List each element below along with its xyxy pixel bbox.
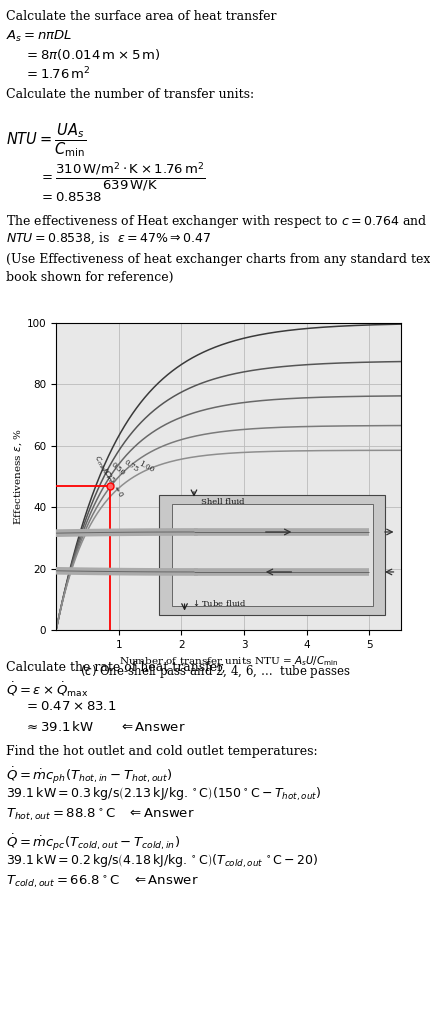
Text: $= \dfrac{310\,\mathrm{W/m^2 \cdot K}\times 1.76\,\mathrm{m}^2}{639\,\mathrm{W/K: $= \dfrac{310\,\mathrm{W/m^2 \cdot K}\ti…	[39, 160, 205, 193]
Text: $NTU = \dfrac{UA_s}{C_{\min}}$: $NTU = \dfrac{UA_s}{C_{\min}}$	[6, 121, 87, 159]
Text: $NTU = 0.8538$, is  $\varepsilon = 47\%\Rightarrow 0.47$: $NTU = 0.8538$, is $\varepsilon = 47\%\R…	[6, 231, 211, 246]
FancyBboxPatch shape	[172, 504, 372, 606]
Text: Calculate the surface area of heat transfer: Calculate the surface area of heat trans…	[6, 10, 276, 24]
Text: $\dot{Q} = \varepsilon \times \dot{Q}_{\max}$: $\dot{Q} = \varepsilon \times \dot{Q}_{\…	[6, 681, 89, 699]
Text: $A_s = n\pi DL$: $A_s = n\pi DL$	[6, 29, 73, 44]
Text: $= 0.8538$: $= 0.8538$	[39, 191, 102, 204]
Text: $= 0.47\times 83.1$: $= 0.47\times 83.1$	[24, 700, 116, 713]
Text: $= 8\pi\left(0.014\,\mathrm{m}\times 5\,\mathrm{m}\right)$: $= 8\pi\left(0.014\,\mathrm{m}\times 5\,…	[24, 47, 160, 63]
X-axis label: Number of transfer units NTU = $A_sU/C_\mathrm{min}$: Number of transfer units NTU = $A_sU/C_\…	[118, 654, 338, 668]
Text: $T_{hot,out} = 88.8^\circ\mathrm{C}\quad\Leftarrow\mathrm{Answer}$: $T_{hot,out} = 88.8^\circ\mathrm{C}\quad…	[6, 807, 194, 823]
Text: $C_\mathrm{min}/C_\mathrm{max}=0$: $C_\mathrm{min}/C_\mathrm{max}=0$	[90, 454, 125, 500]
Text: 0.50: 0.50	[109, 461, 126, 478]
Text: 0.25: 0.25	[100, 467, 116, 485]
Text: $T_{cold,out} = 66.8^\circ\mathrm{C}\quad\Leftarrow\mathrm{Answer}$: $T_{cold,out} = 66.8^\circ\mathrm{C}\qua…	[6, 873, 199, 890]
Text: $= 1.76\,\mathrm{m}^2$: $= 1.76\,\mathrm{m}^2$	[24, 66, 90, 82]
Text: Shell fluid: Shell fluid	[201, 498, 244, 506]
Text: (Use Effectiveness of heat exchanger charts from any standard text: (Use Effectiveness of heat exchanger cha…	[6, 253, 430, 266]
Text: $39.1\,\mathrm{kW} = 0.2\,\mathrm{kg/s}\left(4.18\,\mathrm{kJ/kg.^\circ C}\right: $39.1\,\mathrm{kW} = 0.2\,\mathrm{kg/s}\…	[6, 853, 318, 870]
Text: The effectiveness of Heat exchanger with respect to $c = 0.764$ and: The effectiveness of Heat exchanger with…	[6, 213, 427, 231]
Text: 0.75: 0.75	[122, 458, 139, 474]
FancyBboxPatch shape	[159, 495, 384, 615]
Text: Calculate the number of transfer units:: Calculate the number of transfer units:	[6, 88, 254, 101]
Text: $(c)$ One-shell pass and 2, 4, 6, …  tube passes: $(c)$ One-shell pass and 2, 4, 6, … tube…	[80, 663, 350, 681]
Text: $39.1\,\mathrm{kW}{=}0.3\,\mathrm{kg/s}\left(2.13\,\mathrm{kJ/kg.^\circ C}\right: $39.1\,\mathrm{kW}{=}0.3\,\mathrm{kg/s}\…	[6, 786, 321, 804]
Text: 1.00: 1.00	[137, 460, 155, 475]
Text: $\dot{Q} = \dot{m}c_{pc}\left(T_{cold,out} - T_{cold,in}\right)$: $\dot{Q} = \dot{m}c_{pc}\left(T_{cold,ou…	[6, 832, 180, 853]
Text: Find the hot outlet and cold outlet temperatures:: Find the hot outlet and cold outlet temp…	[6, 745, 317, 758]
Text: Calculate the rate of heat transfer,: Calculate the rate of heat transfer,	[6, 661, 226, 674]
Text: $\downarrow$Tube fluid: $\downarrow$Tube fluid	[190, 598, 246, 608]
Text: $\approx 39.1\,\mathrm{kW}\qquad\Leftarrow\mathrm{Answer}$: $\approx 39.1\,\mathrm{kW}\qquad\Leftarr…	[24, 720, 185, 734]
Text: $\dot{Q} = \dot{m}c_{ph}\left(T_{hot,in} - T_{hot,out}\right)$: $\dot{Q} = \dot{m}c_{ph}\left(T_{hot,in}…	[6, 766, 173, 786]
Y-axis label: Effectiveness $\varepsilon$, %: Effectiveness $\varepsilon$, %	[12, 428, 24, 525]
Text: book shown for reference): book shown for reference)	[6, 271, 174, 284]
